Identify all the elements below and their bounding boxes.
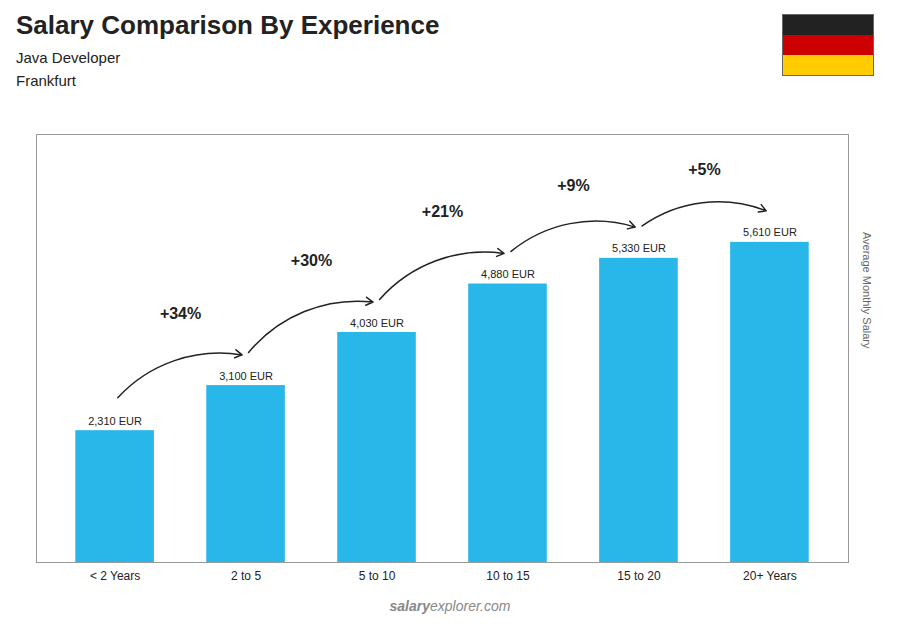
svg-text:< 2 Years: < 2 Years	[90, 569, 140, 583]
svg-text:4,030 EUR: 4,030 EUR	[350, 317, 404, 329]
svg-text:3,100 EUR: 3,100 EUR	[219, 370, 273, 382]
svg-text:+30%: +30%	[291, 252, 332, 269]
svg-text:+21%: +21%	[422, 203, 463, 220]
svg-text:+5%: +5%	[688, 161, 720, 178]
svg-text:+9%: +9%	[557, 177, 589, 194]
svg-text:15 to 20: 15 to 20	[617, 569, 661, 583]
svg-text:4,880 EUR: 4,880 EUR	[481, 268, 535, 280]
svg-text:10 to 15: 10 to 15	[486, 569, 530, 583]
svg-text:Average Monthly Salary: Average Monthly Salary	[861, 232, 873, 349]
html-text:salary explorer.com: salary explorer.com	[389, 598, 511, 614]
svg-text:5,610 EUR: 5,610 EUR	[743, 226, 797, 238]
svg-text:20+ Years: 20+ Years	[743, 569, 797, 583]
svg-text:5 to 10: 5 to 10	[359, 569, 396, 583]
svg-text:+34%: +34%	[160, 305, 201, 322]
svg-text:2 to 5: 2 to 5	[231, 569, 261, 583]
svg-text:5,330 EUR: 5,330 EUR	[612, 242, 666, 254]
html-text:Frankfurt: Frankfurt	[16, 72, 76, 89]
html-text:Java Developer: Java Developer	[16, 49, 121, 66]
svg-text:2,310 EUR: 2,310 EUR	[88, 415, 142, 427]
html-text:Salary Comparison By Experienc: Salary Comparison By Experience	[16, 10, 440, 40]
